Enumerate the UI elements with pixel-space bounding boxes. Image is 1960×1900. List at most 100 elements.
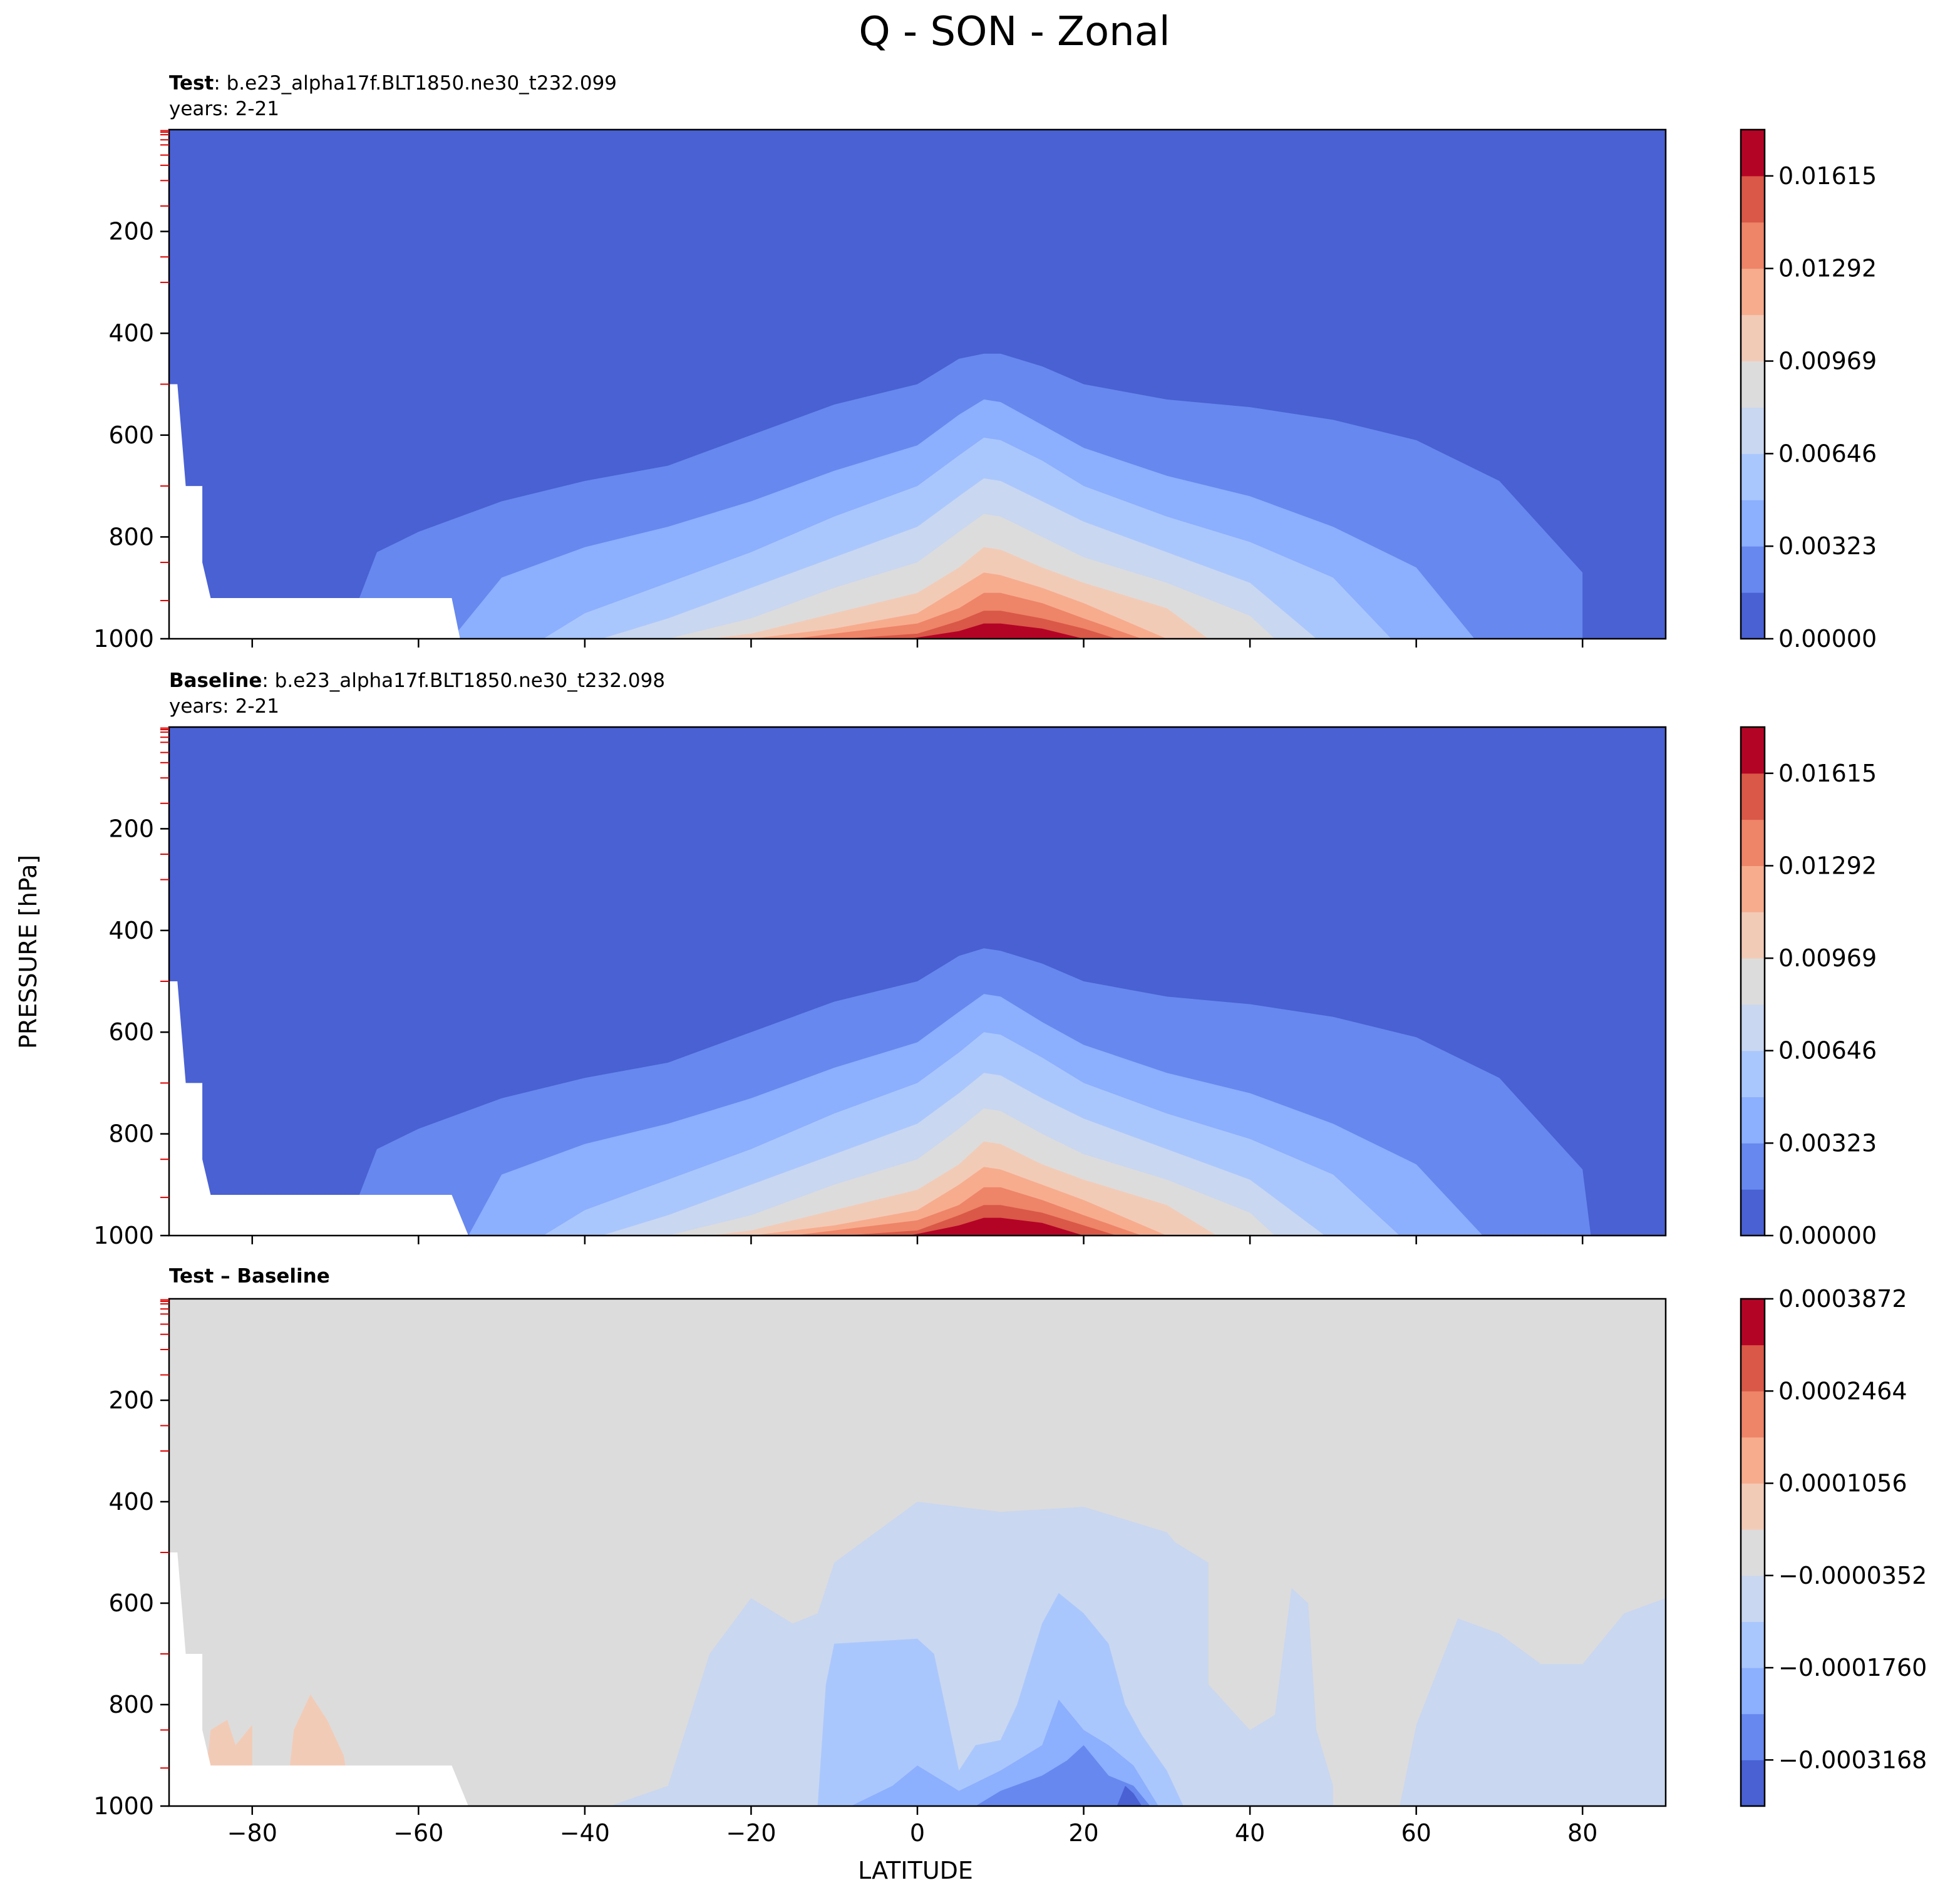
- colorbar-tick-label: 0.00323: [1778, 1129, 1877, 1157]
- missing-data-region: [169, 981, 468, 1236]
- colorbar-tick-label: −0.0000352: [1778, 1562, 1927, 1589]
- colorbar-frame: [1740, 128, 1766, 640]
- y-tick-label: 400: [108, 319, 154, 347]
- colorbar-tick-label: 0.00646: [1778, 1037, 1877, 1065]
- colorbar-segment: [1741, 819, 1765, 866]
- colorbar-segment: [1741, 1189, 1765, 1236]
- colorbar-segment: [1741, 1621, 1765, 1668]
- missing-data-region: [169, 384, 460, 639]
- colorbar-tick-label: 0.01615: [1778, 162, 1877, 190]
- colorbar-segment: [1741, 175, 1765, 223]
- colorbar-tick-label: 0.01615: [1778, 760, 1877, 787]
- panel-baseline: Baseline: b.e23_alpha17f.BLT1850.ne30_t2…: [93, 669, 1877, 1249]
- colorbar-tick-label: 0.0003872: [1778, 1285, 1907, 1313]
- colorbar-segment: [1741, 1713, 1765, 1760]
- panel-difference-plot: 200 400 600 800 1000 −80 −60 −40 −20 0 20 40 60 80 −0.…: [93, 1285, 1927, 1847]
- x-tick-label: 0: [910, 1819, 925, 1847]
- colorbar-segment: [1741, 453, 1765, 500]
- colorbar-frame: [1740, 1298, 1766, 1807]
- colorbar-tick-label: 0.00969: [1778, 348, 1877, 375]
- figure-title: Q - SON - Zonal: [859, 9, 1170, 55]
- x-axis-label: LATITUDE: [858, 1857, 973, 1884]
- colorbar-segment: [1741, 1004, 1765, 1051]
- colorbar-segment: [1741, 1529, 1765, 1576]
- y-tick-label: 1000: [93, 1222, 154, 1249]
- colorbar-segment: [1741, 1575, 1765, 1622]
- contour-band: [942, 1225, 1067, 1236]
- y-tick-label: 600: [108, 1018, 154, 1046]
- colorbar-segment: [1741, 1050, 1765, 1098]
- x-tick-label: 60: [1401, 1819, 1431, 1847]
- colorbar-tick-label: 0.00646: [1778, 440, 1877, 467]
- colorbar-segment: [1741, 865, 1765, 912]
- x-tick-label: −20: [726, 1819, 776, 1847]
- y-tick-label: 200: [108, 1386, 154, 1414]
- x-tick-label: −40: [560, 1819, 610, 1847]
- colorbar-segment: [1741, 546, 1765, 593]
- colorbar-segment: [1741, 407, 1765, 454]
- y-tick-label: 200: [108, 815, 154, 842]
- colorbar-segment: [1741, 1097, 1765, 1144]
- colorbar-segment: [1741, 1391, 1765, 1438]
- colorbar-segment: [1741, 361, 1765, 408]
- colorbar-tick-label: 0.0001056: [1778, 1470, 1907, 1497]
- y-tick-label: 1000: [93, 625, 154, 653]
- panel-test-plot: 200 400 600 800 1000 0.00000 0.00323 0.00646 0.0…: [93, 128, 1877, 653]
- panel-baseline-title: Baseline: b.e23_alpha17f.BLT1850.ne30_t2…: [169, 669, 665, 692]
- x-tick-label: 20: [1068, 1819, 1098, 1847]
- colorbar-segment: [1741, 1760, 1765, 1807]
- y-axis-label: PRESSURE [hPa]: [14, 855, 42, 1049]
- colorbar-segment: [1741, 958, 1765, 1005]
- panel-test-subtitle: years: 2-21: [169, 98, 279, 120]
- colorbar-tick-label: −0.0003168: [1778, 1746, 1927, 1774]
- panel-test: Test: b.e23_alpha17f.BLT1850.ne30_t232.0…: [93, 72, 1877, 653]
- colorbar-tick-label: 0.00000: [1778, 625, 1877, 653]
- y-tick-label: 800: [108, 1120, 154, 1148]
- y-tick-label: 1000: [93, 1792, 154, 1820]
- colorbar-segment: [1741, 130, 1765, 177]
- contour-band: [942, 631, 1067, 639]
- colorbar-tick-label: 0.01292: [1778, 852, 1877, 879]
- colorbar-segment: [1741, 1345, 1765, 1391]
- colorbar-segment: [1741, 773, 1765, 820]
- y-tick-label: 400: [108, 917, 154, 944]
- panel-baseline-plot: 200 400 600 800 1000 0.00000 0.00323 0.00646 0.0…: [93, 726, 1877, 1249]
- y-tick-label: 600: [108, 421, 154, 449]
- colorbar-frame: [1740, 726, 1766, 1237]
- colorbar-tick-label: −0.0001760: [1778, 1654, 1927, 1681]
- y-tick-label: 800: [108, 1691, 154, 1718]
- x-tick-label: −80: [227, 1819, 277, 1847]
- colorbar-segment: [1741, 592, 1765, 639]
- panel-test-title: Test: b.e23_alpha17f.BLT1850.ne30_t232.0…: [169, 72, 617, 95]
- colorbar-segment: [1741, 268, 1765, 316]
- colorbar-segment: [1741, 500, 1765, 547]
- colorbar-segment: [1741, 222, 1765, 269]
- panel-baseline-subtitle: years: 2-21: [169, 695, 279, 718]
- colorbar-segment: [1741, 314, 1765, 362]
- y-tick-label: 400: [108, 1488, 154, 1515]
- colorbar-tick-label: 0.00000: [1778, 1222, 1877, 1249]
- colorbar-tick-label: 0.00323: [1778, 532, 1877, 560]
- colorbar-segment: [1741, 1483, 1765, 1530]
- contour-band: [975, 1745, 1150, 1806]
- contour-band: [1117, 1785, 1142, 1806]
- colorbar-segment: [1741, 1143, 1765, 1190]
- colorbar-segment: [1741, 1437, 1765, 1484]
- x-tick-label: −60: [393, 1819, 443, 1847]
- x-tick-label: 80: [1567, 1819, 1597, 1847]
- missing-data-region: [169, 1552, 468, 1806]
- colorbar-segment: [1741, 727, 1765, 774]
- colorbar-tick-label: 0.00969: [1778, 944, 1877, 972]
- y-tick-label: 200: [108, 218, 154, 245]
- x-tick-label: 40: [1235, 1819, 1265, 1847]
- colorbar-segment: [1741, 1668, 1765, 1715]
- panel-difference-title: Test – Baseline: [169, 1265, 330, 1288]
- colorbar-segment: [1741, 1299, 1765, 1346]
- y-tick-label: 600: [108, 1589, 154, 1617]
- colorbar-segment: [1741, 912, 1765, 959]
- colorbar-tick-label: 0.01292: [1778, 255, 1877, 282]
- y-tick-label: 800: [108, 523, 154, 550]
- colorbar-tick-label: 0.0002464: [1778, 1377, 1907, 1405]
